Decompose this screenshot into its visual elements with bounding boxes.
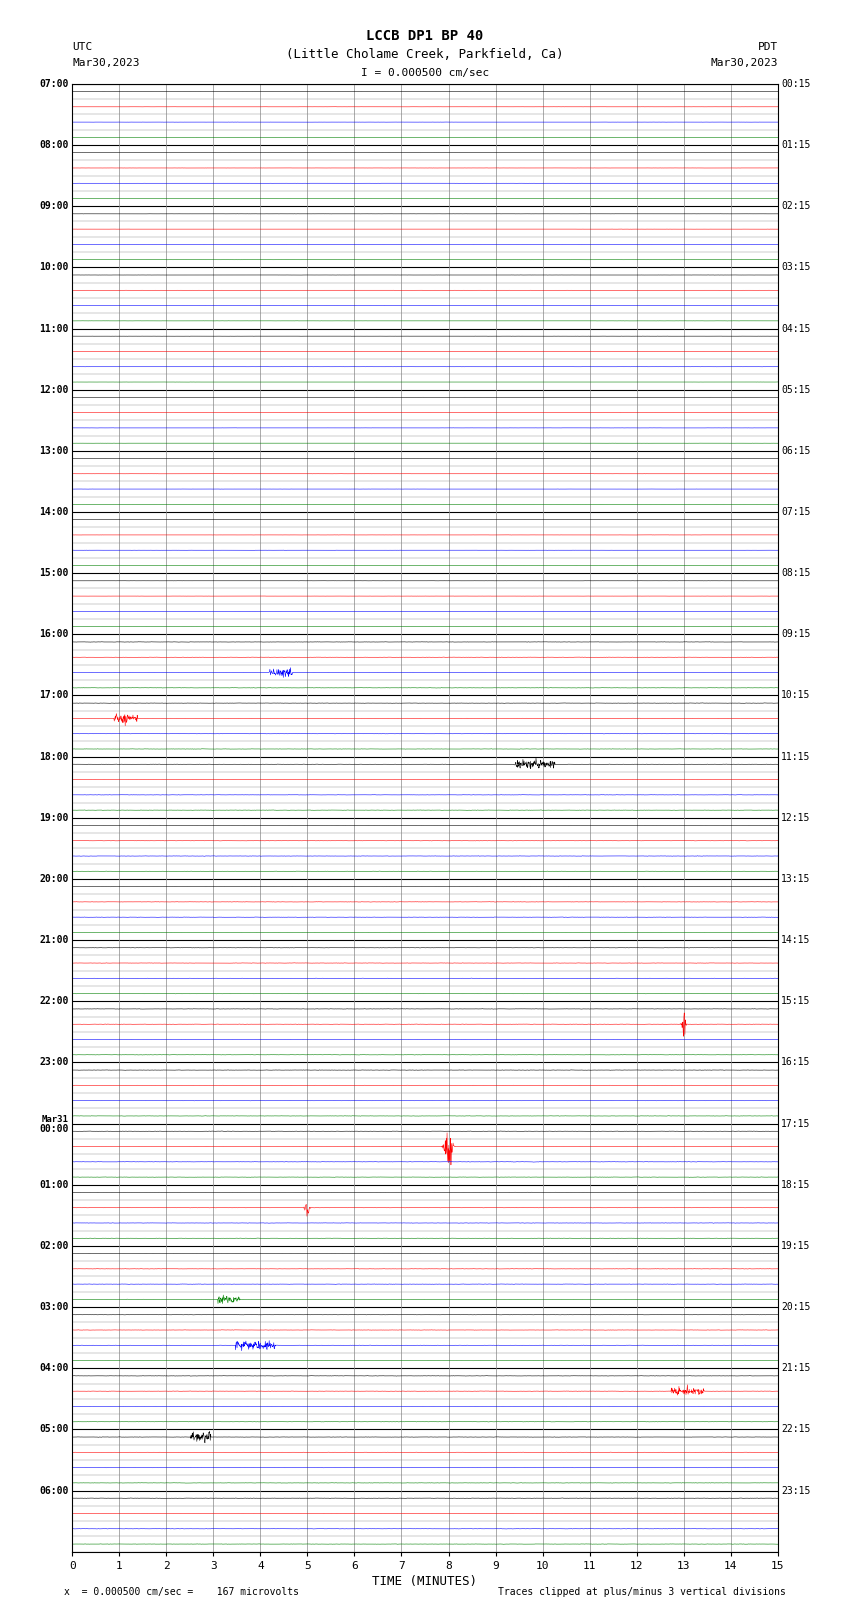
- Text: 14:15: 14:15: [781, 936, 811, 945]
- Text: 02:15: 02:15: [781, 202, 811, 211]
- Text: 08:15: 08:15: [781, 568, 811, 577]
- Text: 18:00: 18:00: [39, 752, 69, 761]
- Text: (Little Cholame Creek, Parkfield, Ca): (Little Cholame Creek, Parkfield, Ca): [286, 48, 564, 61]
- Text: 08:00: 08:00: [39, 140, 69, 150]
- Text: 13:00: 13:00: [39, 445, 69, 456]
- Text: 18:15: 18:15: [781, 1179, 811, 1190]
- Text: 12:15: 12:15: [781, 813, 811, 823]
- Text: 22:00: 22:00: [39, 997, 69, 1007]
- Text: 17:15: 17:15: [781, 1118, 811, 1129]
- Text: 22:15: 22:15: [781, 1424, 811, 1434]
- Text: 19:00: 19:00: [39, 813, 69, 823]
- Text: Mar31: Mar31: [42, 1115, 69, 1124]
- Text: 06:00: 06:00: [39, 1486, 69, 1495]
- Text: 14:00: 14:00: [39, 506, 69, 518]
- Text: 20:00: 20:00: [39, 874, 69, 884]
- Text: I = 0.000500 cm/sec: I = 0.000500 cm/sec: [361, 68, 489, 77]
- Text: 16:15: 16:15: [781, 1058, 811, 1068]
- Text: 02:00: 02:00: [39, 1240, 69, 1252]
- Text: UTC: UTC: [72, 42, 93, 52]
- Text: 16:00: 16:00: [39, 629, 69, 639]
- Text: 12:00: 12:00: [39, 384, 69, 395]
- X-axis label: TIME (MINUTES): TIME (MINUTES): [372, 1574, 478, 1587]
- Text: x  = 0.000500 cm/sec =    167 microvolts: x = 0.000500 cm/sec = 167 microvolts: [64, 1587, 298, 1597]
- Text: 11:00: 11:00: [39, 324, 69, 334]
- Text: 05:15: 05:15: [781, 384, 811, 395]
- Text: 01:00: 01:00: [39, 1179, 69, 1190]
- Text: 07:00: 07:00: [39, 79, 69, 89]
- Text: 05:00: 05:00: [39, 1424, 69, 1434]
- Text: 04:00: 04:00: [39, 1363, 69, 1373]
- Text: 11:15: 11:15: [781, 752, 811, 761]
- Text: 09:15: 09:15: [781, 629, 811, 639]
- Text: 15:15: 15:15: [781, 997, 811, 1007]
- Text: Traces clipped at plus/minus 3 vertical divisions: Traces clipped at plus/minus 3 vertical …: [498, 1587, 786, 1597]
- Text: 10:15: 10:15: [781, 690, 811, 700]
- Text: PDT: PDT: [757, 42, 778, 52]
- Text: 04:15: 04:15: [781, 324, 811, 334]
- Text: 01:15: 01:15: [781, 140, 811, 150]
- Text: 23:15: 23:15: [781, 1486, 811, 1495]
- Text: LCCB DP1 BP 40: LCCB DP1 BP 40: [366, 29, 484, 44]
- Text: 00:15: 00:15: [781, 79, 811, 89]
- Text: 03:00: 03:00: [39, 1302, 69, 1311]
- Text: 00:00: 00:00: [39, 1124, 69, 1134]
- Text: 10:00: 10:00: [39, 263, 69, 273]
- Text: 20:15: 20:15: [781, 1302, 811, 1311]
- Text: 09:00: 09:00: [39, 202, 69, 211]
- Text: 21:15: 21:15: [781, 1363, 811, 1373]
- Text: 06:15: 06:15: [781, 445, 811, 456]
- Text: 13:15: 13:15: [781, 874, 811, 884]
- Text: 17:00: 17:00: [39, 690, 69, 700]
- Text: 23:00: 23:00: [39, 1058, 69, 1068]
- Text: Mar30,2023: Mar30,2023: [72, 58, 139, 68]
- Text: 03:15: 03:15: [781, 263, 811, 273]
- Text: 15:00: 15:00: [39, 568, 69, 577]
- Text: 07:15: 07:15: [781, 506, 811, 518]
- Text: Mar30,2023: Mar30,2023: [711, 58, 778, 68]
- Text: 21:00: 21:00: [39, 936, 69, 945]
- Text: 19:15: 19:15: [781, 1240, 811, 1252]
